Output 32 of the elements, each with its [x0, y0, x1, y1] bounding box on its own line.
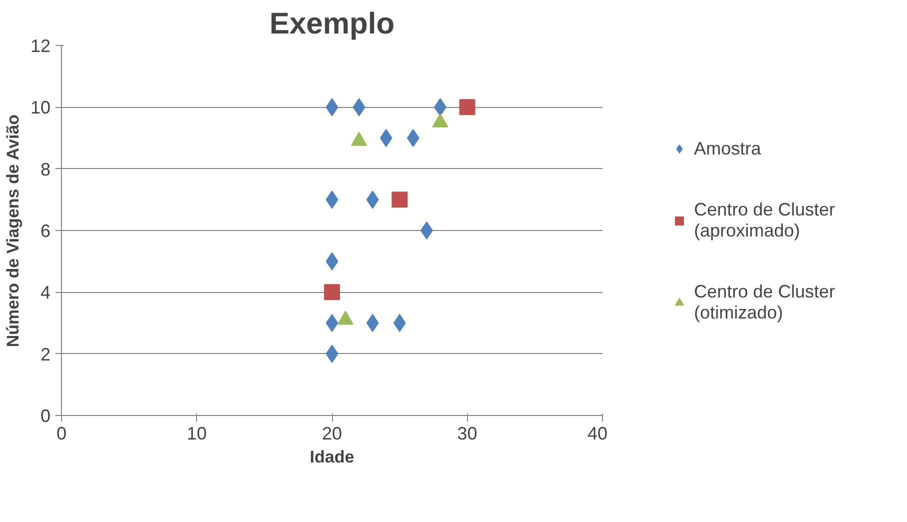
y-tick-label: 12 [30, 36, 51, 56]
x-tick-label: 30 [457, 424, 478, 444]
point [326, 190, 338, 209]
legend-label: Centro de Cluster (otimizado) [694, 281, 836, 323]
point [380, 129, 392, 147]
y-axis-title: Número de Viagens de Avião [3, 114, 22, 348]
legend-label: Amostra [694, 138, 761, 159]
point [459, 99, 476, 116]
y-tick-label: 10 [30, 98, 51, 118]
point [326, 252, 338, 270]
x-tick-label: 40 [587, 424, 608, 444]
point [366, 190, 379, 209]
y-tick-label: 6 [40, 221, 51, 241]
x-axis-title: Idade [310, 448, 354, 466]
x-tick-label: 10 [186, 424, 207, 444]
point [326, 314, 338, 332]
x-tick-label: 0 [56, 424, 67, 444]
point [326, 98, 338, 116]
chart-title: Exemplo [269, 8, 395, 40]
point [352, 98, 366, 116]
point [406, 129, 420, 147]
y-tick-label: 0 [40, 406, 51, 426]
point [392, 192, 408, 208]
legend-label: Centro de Cluster (aproximado) [694, 199, 836, 241]
point [366, 314, 379, 332]
point [324, 284, 340, 300]
y-tick-label: 4 [40, 282, 51, 303]
y-tick-label: 2 [40, 344, 51, 364]
point [326, 344, 338, 363]
x-tick-label: 20 [322, 424, 342, 444]
y-tick-label: 8 [40, 159, 51, 180]
point [393, 314, 406, 332]
